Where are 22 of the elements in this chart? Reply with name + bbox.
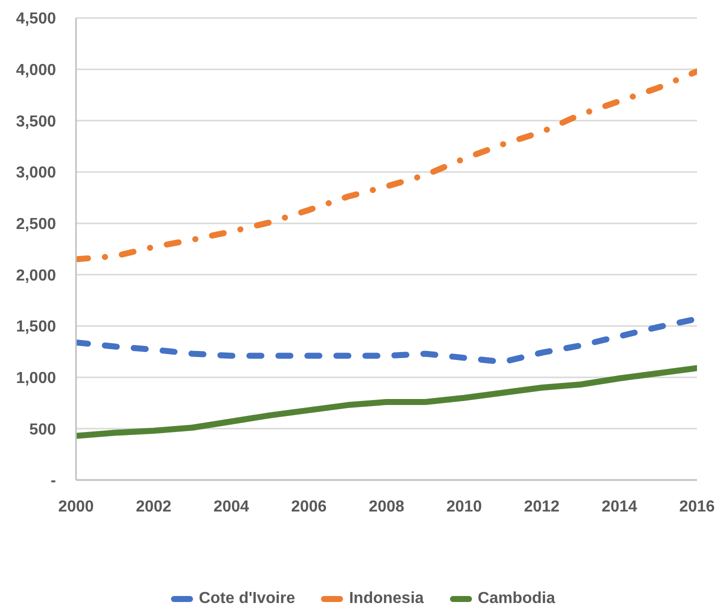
y-tick-label: 500 [29,421,56,438]
y-tick-label: 2,000 [16,267,56,284]
legend-label: Indonesia [349,590,424,608]
x-tick-label: 2006 [291,498,327,516]
y-tick-label: 1,500 [16,318,56,336]
y-tick-label: 1,000 [16,370,56,388]
x-tick-label: 2000 [58,498,94,516]
legend-label: Cote d'Ivoire [198,590,296,608]
y-tick-label: - [50,472,56,490]
y-tick-label: 3,500 [16,113,56,130]
x-tick-label: 2002 [136,498,172,516]
x-tick-label: 2014 [602,498,638,516]
x-tick-label: 2010 [446,498,482,516]
x-tick-label: 2004 [213,498,250,516]
y-tick-label: 4,500 [16,10,56,28]
y-tick-label: 4,000 [16,62,56,80]
x-tick-label: 2016 [679,498,715,516]
y-tick-label: 3,000 [16,164,56,182]
legend-label: Cambodia [478,590,556,608]
x-tick-label: 2008 [368,498,404,516]
y-tick-label: 2,500 [16,216,56,234]
x-tick-label: 2012 [524,498,560,516]
